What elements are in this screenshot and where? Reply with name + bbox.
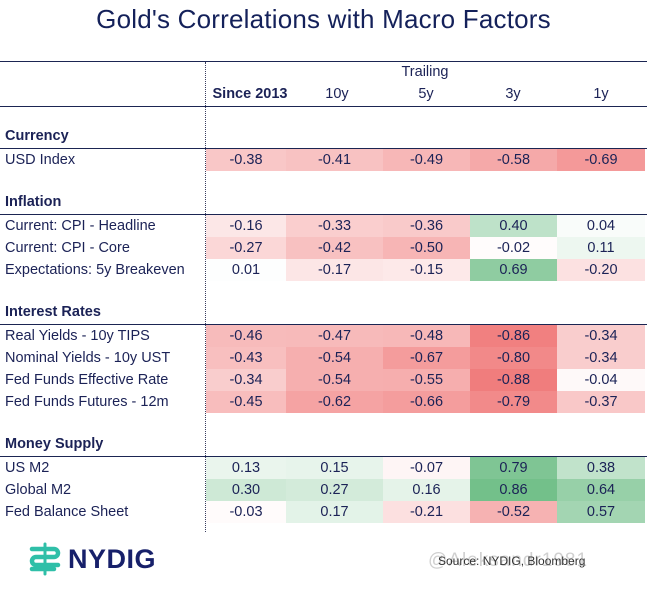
heatmap-cell: -0.69 bbox=[557, 149, 645, 171]
heatmap-cell: 0.64 bbox=[557, 479, 645, 501]
heatmap-cell: 0.01 bbox=[206, 259, 286, 281]
row-label: Expectations: 5y Breakeven bbox=[5, 262, 185, 278]
row-label: USD Index bbox=[5, 152, 76, 168]
heatmap-cell: -0.33 bbox=[286, 215, 383, 237]
heatmap-cell: -0.50 bbox=[383, 237, 470, 259]
heatmap-cell: -0.80 bbox=[470, 347, 557, 369]
column-header: Since 2013 bbox=[212, 86, 288, 102]
heatmap-cell: -0.20 bbox=[557, 259, 645, 281]
heatmap-cell: -0.34 bbox=[557, 325, 645, 347]
heatmap-cell: -0.03 bbox=[206, 501, 286, 523]
heatmap-cell: -0.37 bbox=[557, 391, 645, 413]
heatmap-cell: -0.17 bbox=[286, 259, 383, 281]
column-header: 1y bbox=[593, 86, 609, 102]
section-header: Interest Rates bbox=[5, 304, 101, 320]
heatmap-cell: 0.27 bbox=[286, 479, 383, 501]
trailing-group-label: Trailing bbox=[401, 64, 449, 80]
watermark: @Aleksandr1981 bbox=[428, 550, 589, 571]
heatmap-cell: -0.55 bbox=[383, 369, 470, 391]
heatmap-cell: -0.21 bbox=[383, 501, 470, 523]
row-label: US M2 bbox=[5, 460, 50, 476]
column-header: 3y bbox=[505, 86, 521, 102]
section-header: Money Supply bbox=[5, 436, 104, 452]
heatmap-cell: 0.15 bbox=[286, 457, 383, 479]
heatmap-cell: 0.17 bbox=[286, 501, 383, 523]
heatmap-cell: -0.36 bbox=[383, 215, 470, 237]
row-label: Fed Funds Effective Rate bbox=[5, 372, 169, 388]
source-note: Source: NYDIG, Bloomberg bbox=[438, 554, 586, 568]
heatmap-cell: 0.86 bbox=[470, 479, 557, 501]
heatmap-cell: -0.52 bbox=[470, 501, 557, 523]
row-label: Current: CPI - Headline bbox=[5, 218, 156, 234]
heatmap-cell: 0.40 bbox=[470, 215, 557, 237]
heatmap-cell: -0.27 bbox=[206, 237, 286, 259]
row-label: Current: CPI - Core bbox=[5, 240, 130, 256]
nydig-logo-text: NYDIG bbox=[68, 543, 157, 574]
heatmap-cell: -0.66 bbox=[383, 391, 470, 413]
row-label: Fed Funds Futures - 12m bbox=[5, 394, 169, 410]
column-header: 10y bbox=[325, 86, 349, 102]
heatmap-cell: 0.04 bbox=[557, 215, 645, 237]
heatmap-cell: 0.79 bbox=[470, 457, 557, 479]
heatmap-cell: 0.30 bbox=[206, 479, 286, 501]
chart-title: Gold's Correlations with Macro Factors bbox=[96, 4, 551, 34]
heatmap-cell: -0.79 bbox=[470, 391, 557, 413]
heatmap-cell: -0.38 bbox=[206, 149, 286, 171]
heatmap-cell: -0.04 bbox=[557, 369, 645, 391]
heatmap-cell: -0.34 bbox=[557, 347, 645, 369]
heatmap-cell: -0.41 bbox=[286, 149, 383, 171]
heatmap-cell: -0.67 bbox=[383, 347, 470, 369]
heatmap-cell: -0.42 bbox=[286, 237, 383, 259]
nydig-logo-icon bbox=[29, 542, 61, 576]
heatmap-cell: -0.02 bbox=[470, 237, 557, 259]
heatmap-cell: -0.86 bbox=[470, 325, 557, 347]
row-label: Global M2 bbox=[5, 482, 72, 498]
header-bottom-rule bbox=[0, 106, 647, 107]
column-header: 5y bbox=[418, 86, 434, 102]
heatmap-cell: -0.49 bbox=[383, 149, 470, 171]
heatmap-cell: -0.88 bbox=[470, 369, 557, 391]
heatmap-cell: -0.48 bbox=[383, 325, 470, 347]
section-rule bbox=[0, 214, 647, 215]
heatmap-cell: -0.07 bbox=[383, 457, 470, 479]
nydig-logo: NYDIG bbox=[28, 542, 156, 576]
heatmap-cell: -0.34 bbox=[206, 369, 286, 391]
row-label: Fed Balance Sheet bbox=[5, 504, 129, 520]
section-rule bbox=[0, 456, 647, 457]
heatmap-cell: -0.45 bbox=[206, 391, 286, 413]
section-rule bbox=[0, 148, 647, 149]
section-header: Currency bbox=[5, 128, 69, 144]
heatmap-cell: -0.15 bbox=[383, 259, 470, 281]
heatmap-cell: 0.38 bbox=[557, 457, 645, 479]
heatmap-cell: -0.46 bbox=[206, 325, 286, 347]
heatmap-cell: 0.57 bbox=[557, 501, 645, 523]
header-top-rule bbox=[0, 61, 647, 62]
heatmap-cell: 0.11 bbox=[557, 237, 645, 259]
row-label: Real Yields - 10y TIPS bbox=[5, 328, 150, 344]
heatmap-cell: -0.58 bbox=[470, 149, 557, 171]
heatmap-cell: -0.16 bbox=[206, 215, 286, 237]
heatmap-cell: -0.54 bbox=[286, 347, 383, 369]
heatmap-cell: -0.43 bbox=[206, 347, 286, 369]
section-rule bbox=[0, 324, 647, 325]
section-header: Inflation bbox=[5, 194, 62, 210]
row-label: Nominal Yields - 10y UST bbox=[5, 350, 171, 366]
heatmap-cell: -0.62 bbox=[286, 391, 383, 413]
label-column-divider bbox=[205, 62, 206, 532]
heatmap-cell: -0.54 bbox=[286, 369, 383, 391]
heatmap-cell: 0.13 bbox=[206, 457, 286, 479]
heatmap-cell: 0.69 bbox=[470, 259, 557, 281]
heatmap-cell: -0.47 bbox=[286, 325, 383, 347]
heatmap-cell: 0.16 bbox=[383, 479, 470, 501]
